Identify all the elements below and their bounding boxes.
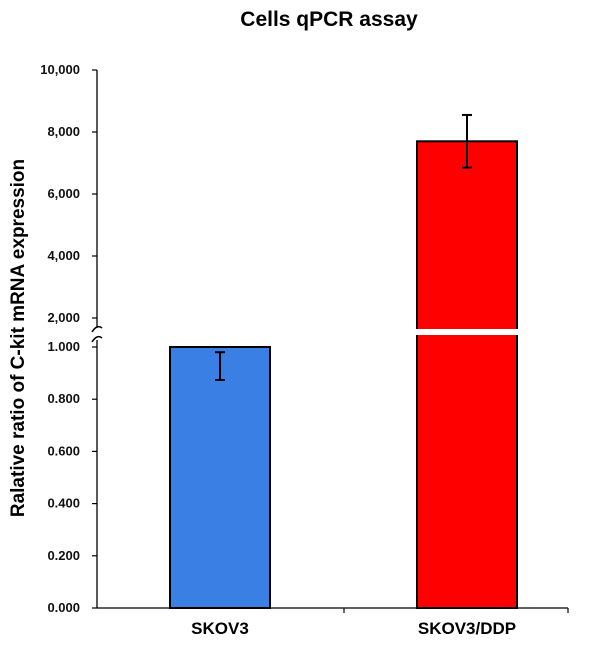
y-tick-label-lower: 0.000 xyxy=(47,600,80,615)
plot-area: 0.000 0.200 0.400 0.600 0.800 1.000 2,000 4,000… xyxy=(40,62,569,638)
x-tick-label: SKOV3/DDP xyxy=(418,619,516,638)
y-tick-label-lower: 0.200 xyxy=(47,548,80,563)
y-axis-break-mark-top xyxy=(91,325,103,333)
x-tick-label: SKOV3 xyxy=(191,619,249,638)
y-tick-label-upper: 6,000 xyxy=(47,186,80,201)
y-axis-break-mark-bottom xyxy=(91,335,103,343)
y-tick-label-upper: 2,000 xyxy=(47,310,80,325)
y-tick-label-lower: 1.000 xyxy=(47,339,80,354)
bar-axis-break-gap xyxy=(415,329,519,335)
bar-skov3-ddp xyxy=(416,140,518,610)
y-tick-label-upper: 4,000 xyxy=(47,248,80,263)
y-axis-label: Ralative ratio of C-kit mRNA expression xyxy=(8,159,29,517)
y-tick-label-upper: 8,000 xyxy=(47,124,80,139)
bar-skov3 xyxy=(169,346,271,609)
chart-title: Cells qPCR assay xyxy=(240,8,418,31)
y-tick-label-upper: 10,000 xyxy=(40,62,80,77)
y-tick-label-lower: 0.400 xyxy=(47,496,80,511)
y-tick-label-lower: 0.800 xyxy=(47,391,80,406)
y-tick-label-lower: 0.600 xyxy=(47,443,80,458)
